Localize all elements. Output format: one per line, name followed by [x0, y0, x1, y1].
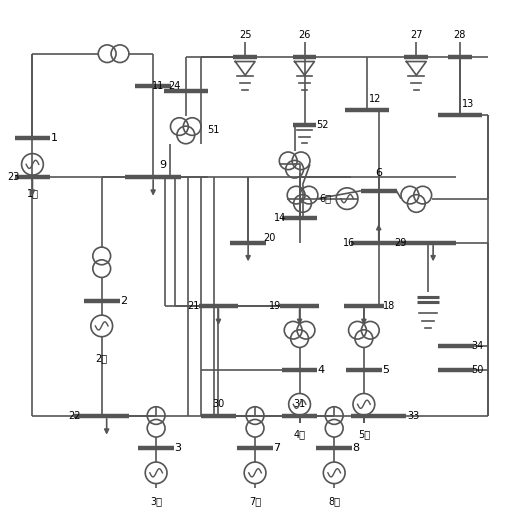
- Text: 7: 7: [273, 443, 280, 454]
- Text: 1: 1: [51, 133, 58, 143]
- Text: 31: 31: [293, 399, 306, 409]
- Text: 16: 16: [343, 238, 355, 248]
- Text: 23: 23: [7, 172, 20, 182]
- Text: 13: 13: [462, 99, 474, 108]
- Text: 52: 52: [316, 120, 329, 130]
- Text: 11: 11: [152, 81, 164, 91]
- Text: 4: 4: [318, 365, 325, 375]
- Text: 4号: 4号: [294, 430, 306, 440]
- Text: 18: 18: [383, 301, 395, 312]
- Text: 12: 12: [369, 94, 381, 104]
- Text: 34: 34: [472, 341, 484, 351]
- Text: 1号: 1号: [27, 188, 38, 198]
- Text: 9: 9: [160, 160, 166, 171]
- Text: 51: 51: [207, 125, 219, 135]
- Text: 50: 50: [472, 365, 484, 375]
- Text: 19: 19: [269, 301, 281, 312]
- Text: 3号: 3号: [150, 496, 162, 506]
- Text: 6号: 6号: [319, 193, 331, 204]
- Text: 27: 27: [410, 30, 423, 40]
- Text: 29: 29: [394, 238, 407, 248]
- Text: 7号: 7号: [249, 496, 261, 506]
- Text: 21: 21: [188, 301, 200, 312]
- Text: 22: 22: [68, 411, 80, 421]
- Text: 6: 6: [375, 168, 382, 178]
- Text: 20: 20: [264, 233, 276, 243]
- Text: 8号: 8号: [328, 496, 340, 506]
- Text: 28: 28: [453, 30, 466, 40]
- Text: 14: 14: [274, 213, 286, 223]
- Text: 5号: 5号: [358, 430, 370, 440]
- Text: 3: 3: [174, 443, 181, 454]
- Text: 24: 24: [168, 81, 181, 91]
- Text: 33: 33: [407, 411, 420, 421]
- Text: 2号: 2号: [96, 353, 108, 363]
- Text: 2: 2: [120, 296, 127, 306]
- Text: 30: 30: [212, 399, 225, 409]
- Text: 5: 5: [382, 365, 389, 375]
- Text: 8: 8: [353, 443, 359, 454]
- Text: 26: 26: [298, 30, 311, 40]
- Text: 25: 25: [239, 30, 251, 40]
